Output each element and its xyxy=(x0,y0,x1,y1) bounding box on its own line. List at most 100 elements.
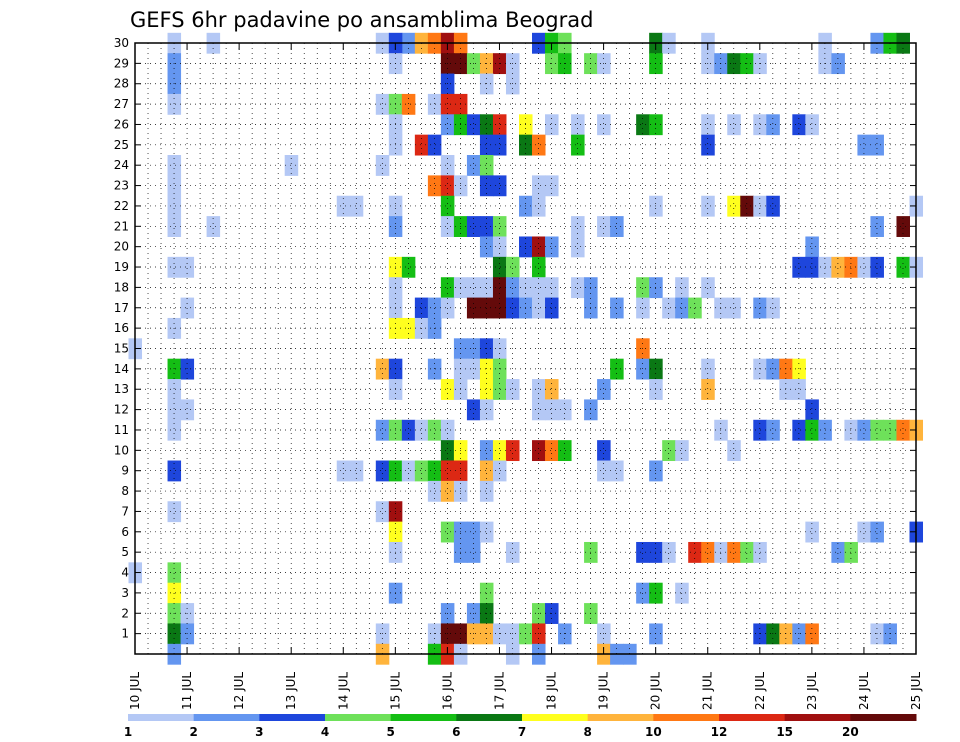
heatmap-cell xyxy=(479,399,494,421)
heatmap-cell xyxy=(545,440,559,462)
y-tick-label: 21 xyxy=(114,219,129,233)
colorbar-segment xyxy=(850,714,917,721)
y-tick-label: 10 xyxy=(114,443,129,457)
heatmap-cell xyxy=(167,419,182,441)
heatmap-cell xyxy=(766,195,780,217)
heatmap-cell xyxy=(532,440,546,462)
heatmap-cell xyxy=(571,134,585,156)
heatmap-cell xyxy=(779,379,793,400)
x-tick-label: 12 JUL xyxy=(232,672,246,710)
y-tick-label: 17 xyxy=(114,301,129,315)
heatmap-cell xyxy=(440,379,455,400)
colorbar: 1 2 3 4 5 6 7 8 10 12 15 20 xyxy=(124,714,917,739)
y-tick-label: 5 xyxy=(121,545,129,559)
y-axis: 1234567891011121314151617181920212223242… xyxy=(114,36,916,641)
x-tick-label: 13 JUL xyxy=(284,672,298,710)
heatmap-cell xyxy=(466,155,481,176)
heatmap-cell xyxy=(427,134,442,156)
colorbar-tick-label: 15 xyxy=(776,725,793,739)
heatmap-cell xyxy=(727,440,741,462)
colorbar-segment xyxy=(325,714,392,721)
heatmap-cell xyxy=(167,358,182,380)
y-tick-label: 19 xyxy=(114,260,129,274)
heatmap-cell xyxy=(844,419,858,441)
heatmap-cell xyxy=(636,541,650,563)
heatmap-cell xyxy=(401,93,416,115)
heatmap-cell xyxy=(479,358,494,380)
heatmap-cell xyxy=(597,216,611,237)
heatmap-cell xyxy=(597,114,611,136)
heatmap-cell xyxy=(401,256,416,278)
y-tick-label: 2 xyxy=(121,606,129,620)
heatmap-cell xyxy=(662,541,676,563)
heatmap-cell xyxy=(375,419,390,441)
heatmap-cell xyxy=(375,501,390,523)
heatmap-cell xyxy=(636,114,650,136)
colorbar-segment xyxy=(128,714,195,721)
heatmap-cell xyxy=(532,134,546,156)
heatmap-cell xyxy=(180,358,195,380)
heatmap-cell xyxy=(857,134,871,156)
heatmap-cell xyxy=(740,195,754,217)
heatmap-cell xyxy=(180,399,195,421)
heatmap-cell xyxy=(167,175,182,197)
heatmap-cell xyxy=(492,440,507,462)
y-tick-label: 9 xyxy=(121,464,129,478)
heatmap-cell xyxy=(844,541,858,563)
y-tick-label: 25 xyxy=(114,138,129,152)
heatmap-cell xyxy=(284,155,299,176)
heatmap-cell xyxy=(545,399,559,421)
heatmap-cell xyxy=(336,460,351,482)
heatmap-cell xyxy=(597,379,611,400)
heatmap-cell xyxy=(440,155,455,176)
heatmap-cell xyxy=(492,460,507,482)
heatmap-cell xyxy=(896,419,910,441)
colorbar-tick-label: 4 xyxy=(321,725,329,739)
x-tick-label: 21 JUL xyxy=(701,672,715,710)
heatmap-cell xyxy=(414,134,429,156)
heatmap-cell xyxy=(545,175,559,197)
x-tick-label: 18 JUL xyxy=(545,672,559,710)
heatmap-cell xyxy=(792,358,806,380)
heatmap-cell xyxy=(492,236,507,258)
y-tick-label: 28 xyxy=(114,77,129,91)
y-tick-label: 3 xyxy=(121,586,129,600)
heatmap-cell xyxy=(479,175,494,197)
heatmap-cell xyxy=(545,277,559,299)
heatmap-cell xyxy=(492,379,507,400)
heatmap-cell xyxy=(701,541,715,563)
heatmap-cell xyxy=(636,358,650,380)
heatmap-cell xyxy=(857,256,871,278)
x-tick-label: 17 JUL xyxy=(492,672,506,710)
heatmap-cell xyxy=(427,175,442,197)
y-tick-label: 27 xyxy=(114,97,129,111)
heatmap-cell xyxy=(492,114,507,136)
heatmap-cell xyxy=(779,358,793,380)
y-tick-label: 22 xyxy=(114,199,129,213)
heatmap-cell xyxy=(805,236,819,258)
heatmap-cell xyxy=(466,541,481,563)
heatmap-cell xyxy=(492,216,507,237)
y-tick-label: 13 xyxy=(114,382,129,396)
heatmap-cell xyxy=(349,195,364,217)
heatmap-cell xyxy=(427,460,442,482)
y-tick-label: 29 xyxy=(114,56,129,70)
heatmap-cell xyxy=(466,277,481,299)
colorbar-segment xyxy=(784,714,851,721)
colorbar-tick-label: 8 xyxy=(583,725,591,739)
heatmap-cell xyxy=(167,216,182,237)
heatmap-cell xyxy=(440,175,455,197)
heatmap-cell xyxy=(505,440,520,462)
heatmap-cell xyxy=(701,134,715,156)
heatmap-cell xyxy=(479,379,494,400)
heatmap-cell xyxy=(610,460,624,482)
colorbar-segment xyxy=(719,714,786,721)
heatmap-cell xyxy=(701,358,715,380)
x-tick-label: 23 JUL xyxy=(805,672,819,710)
heatmap-cell xyxy=(440,114,455,136)
heatmap-cell xyxy=(375,155,390,176)
heatmap-cell xyxy=(414,460,429,482)
heatmap-cell xyxy=(167,155,182,176)
heatmap-cell xyxy=(870,256,884,278)
